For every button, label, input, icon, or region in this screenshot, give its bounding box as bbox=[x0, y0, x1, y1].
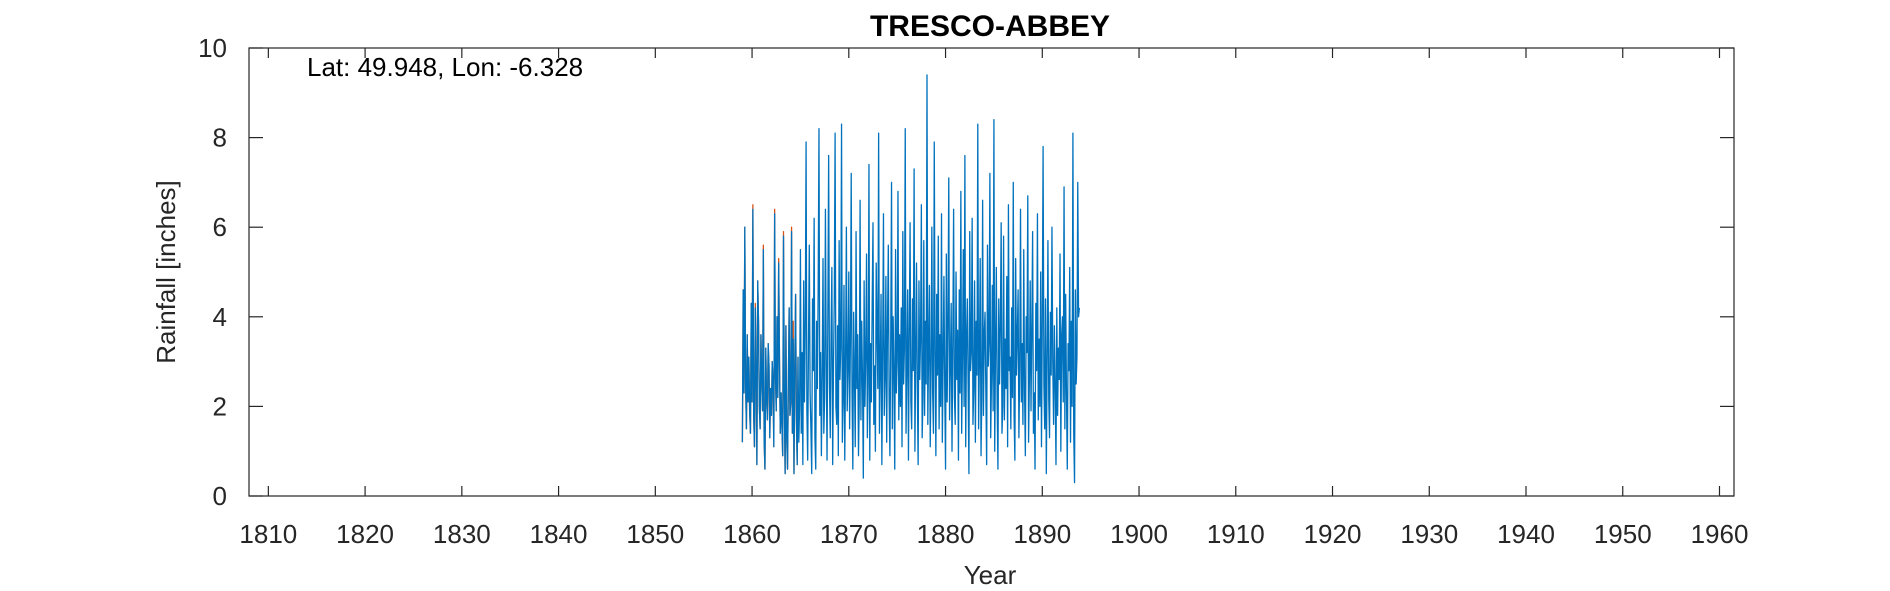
y-tick-label: 0 bbox=[213, 481, 227, 511]
y-tick-label: 4 bbox=[213, 302, 227, 332]
series-layer bbox=[741, 74, 1081, 484]
x-tick-label: 1810 bbox=[239, 519, 297, 549]
x-tick-label: 1860 bbox=[723, 519, 781, 549]
x-tick-label: 1930 bbox=[1400, 519, 1458, 549]
x-tick-label: 1940 bbox=[1497, 519, 1555, 549]
plot-area bbox=[248, 47, 1735, 497]
location-annotation: Lat: 49.948, Lon: -6.328 bbox=[307, 52, 583, 82]
series-line-0 bbox=[741, 74, 1081, 484]
chart-title: TRESCO-ABBEY bbox=[870, 10, 1110, 43]
x-tick-label: 1920 bbox=[1304, 519, 1362, 549]
x-tick-label: 1870 bbox=[820, 519, 878, 549]
y-tick-label: 8 bbox=[213, 123, 227, 153]
x-axis-title: Year bbox=[964, 560, 1017, 590]
x-tick-label: 1910 bbox=[1207, 519, 1265, 549]
y-tick-label: 2 bbox=[213, 391, 227, 421]
x-tick-label: 1950 bbox=[1594, 519, 1652, 549]
x-axis: 1810 1820 1830 1840 1850 1860 1870 1880 1890 1900… bbox=[239, 48, 1748, 549]
x-tick-label: 1840 bbox=[530, 519, 588, 549]
x-tick-label: 1900 bbox=[1110, 519, 1168, 549]
y-tick-label: 6 bbox=[213, 212, 227, 242]
x-tick-label: 1830 bbox=[433, 519, 491, 549]
x-tick-label: 1960 bbox=[1691, 519, 1749, 549]
x-tick-label: 1890 bbox=[1013, 519, 1071, 549]
x-tick-label: 1880 bbox=[917, 519, 975, 549]
y-tick-label: 10 bbox=[198, 33, 227, 63]
y-axis-title: Rainfall [inches] bbox=[151, 180, 181, 364]
y-axis: 0 2 4 6 8 10 bbox=[198, 33, 1734, 511]
x-tick-label: 1820 bbox=[336, 519, 394, 549]
x-tick-label: 1850 bbox=[626, 519, 684, 549]
